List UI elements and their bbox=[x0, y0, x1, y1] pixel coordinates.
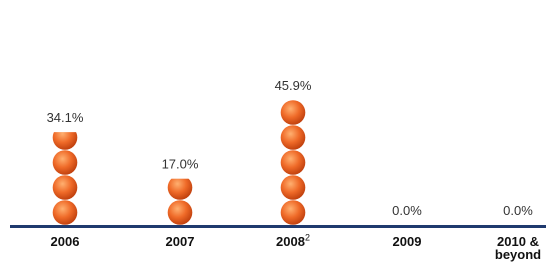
x-tick-label: 2007 bbox=[145, 235, 215, 248]
orange-bar bbox=[50, 132, 80, 225]
value-label: 45.9% bbox=[275, 78, 312, 93]
orange-stack bbox=[50, 132, 80, 225]
category: 2010 & beyond bbox=[495, 234, 541, 262]
x-tick-label: 20082 bbox=[258, 235, 328, 248]
category: 2006 bbox=[51, 234, 80, 249]
orange-bar bbox=[278, 100, 308, 225]
x-tick-label: 2006 bbox=[30, 235, 100, 248]
value-label: 34.1% bbox=[47, 110, 84, 125]
orange-stack bbox=[165, 179, 195, 225]
category: 2007 bbox=[166, 234, 195, 249]
category: 2008 bbox=[276, 234, 305, 249]
value-label: 0.0% bbox=[392, 203, 422, 218]
x-tick-label: 2010 & beyond bbox=[483, 235, 553, 261]
value-label: 0.0% bbox=[503, 203, 533, 218]
plot: 34.1% 17.0% 45.9% 0.0% 0.0% bbox=[0, 0, 559, 267]
chart: 34.1%17.0%45.9%0.0%0.0% 2006200720082200… bbox=[0, 0, 559, 267]
orange-stack bbox=[278, 100, 308, 225]
value-label: 17.0% bbox=[162, 157, 199, 172]
footnote-mark: 2 bbox=[305, 233, 310, 243]
category: 2009 bbox=[393, 234, 422, 249]
orange-bar bbox=[165, 179, 195, 225]
x-tick-label: 2009 bbox=[372, 235, 442, 248]
